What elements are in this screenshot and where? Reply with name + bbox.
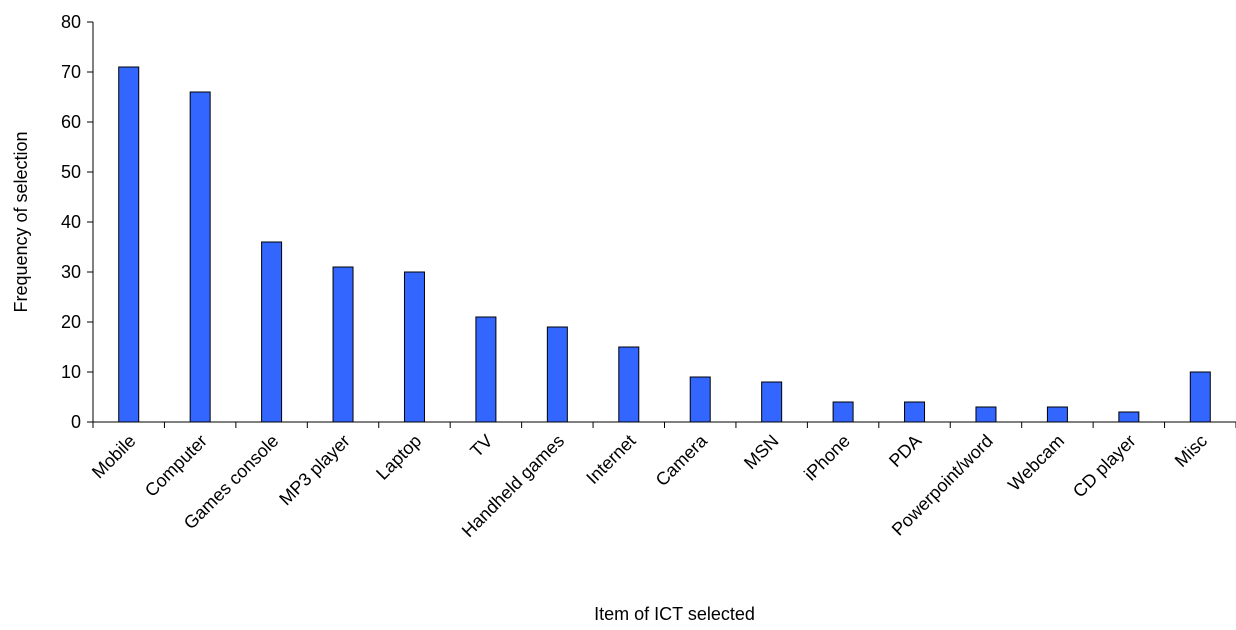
- y-tick-label: 30: [61, 262, 81, 282]
- bar-handheld-games: [546, 326, 568, 423]
- x-category-label: Computer: [141, 431, 211, 501]
- bar-internet: [618, 346, 640, 423]
- y-ticks: 0 10 20 30 40 50 60 70 80: [61, 12, 93, 432]
- bars: [118, 66, 1211, 423]
- x-category-label: Webcam: [1004, 431, 1068, 495]
- x-category-label: CD player: [1069, 431, 1140, 502]
- bar-computer: [189, 91, 211, 423]
- bar-cd-player: [1118, 411, 1140, 423]
- y-tick-label: 20: [61, 312, 81, 332]
- x-category-label: MSN: [740, 431, 782, 473]
- x-category-label: iPhone: [800, 431, 854, 485]
- x-category-label: Camera: [652, 430, 712, 490]
- bar-mobile: [118, 66, 140, 423]
- y-tick-label: 60: [61, 112, 81, 132]
- x-axis-title: Item of ICT selected: [594, 604, 755, 624]
- x-category-label: Laptop: [372, 431, 425, 484]
- bar-powerpoint-word: [975, 406, 997, 423]
- x-category-label: Misc: [1171, 431, 1211, 471]
- x-category-label: TV: [466, 431, 496, 461]
- y-tick-label: 40: [61, 212, 81, 232]
- y-tick-label: 50: [61, 162, 81, 182]
- bar-games-console: [261, 241, 283, 423]
- bar-tv: [475, 316, 497, 423]
- bar-pda: [904, 401, 926, 423]
- x-category-label: PDA: [885, 431, 925, 471]
- y-tick-label: 0: [71, 412, 81, 432]
- x-category-label: Mobile: [88, 431, 140, 483]
- bar-iphone: [832, 401, 854, 423]
- bar-msn: [761, 381, 783, 423]
- x-category-label: Internet: [582, 431, 639, 488]
- y-axis-title: Frequency of selection: [11, 131, 31, 312]
- y-tick-label: 70: [61, 62, 81, 82]
- x-category-label: MP3 player: [275, 431, 354, 510]
- y-tick-label: 80: [61, 12, 81, 32]
- bar-camera: [689, 376, 711, 423]
- y-tick-label: 10: [61, 362, 81, 382]
- bar-laptop: [403, 271, 425, 423]
- x-ticks: [92, 422, 1236, 428]
- bar-misc: [1189, 371, 1211, 423]
- bar-webcam: [1046, 406, 1068, 423]
- bar-mp3-player: [332, 266, 354, 423]
